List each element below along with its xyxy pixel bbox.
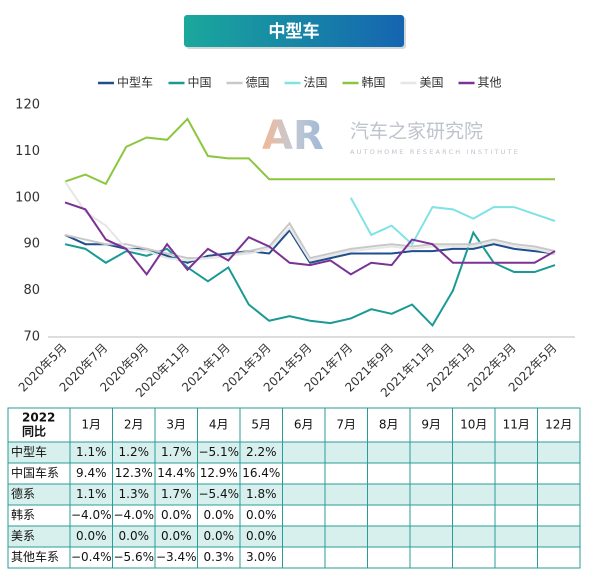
column-header: 4月 bbox=[209, 418, 229, 432]
table-cell: −5.6% bbox=[113, 550, 154, 564]
table-cell: 1.1% bbox=[76, 487, 107, 501]
table-cell: 1.7% bbox=[161, 445, 192, 459]
table-cell: 2.2% bbox=[246, 445, 277, 459]
table-cell: −4.0% bbox=[71, 508, 112, 522]
column-header: 7月 bbox=[336, 418, 356, 432]
table-cell: −5.4% bbox=[198, 487, 239, 501]
table-cell: 0.0% bbox=[246, 508, 277, 522]
corner-label: 2022 bbox=[22, 411, 55, 425]
watermark-subtitle: AUTOHOME RESEARCH INSTITUTE bbox=[350, 148, 520, 156]
legend-label: 其他 bbox=[478, 76, 502, 90]
title-banner bbox=[184, 15, 404, 47]
table-cell: 14.4% bbox=[157, 466, 195, 480]
row-label: 中型车 bbox=[11, 444, 47, 459]
column-header: 5月 bbox=[251, 418, 271, 432]
watermark-name: 汽车之家研究院 bbox=[350, 121, 483, 143]
series-line bbox=[64, 221, 556, 260]
row-label: 其他车系 bbox=[11, 549, 59, 564]
table-cell: 0.0% bbox=[246, 529, 277, 543]
chart-title: 中型车 bbox=[269, 21, 320, 42]
table-cell: 1.3% bbox=[119, 487, 150, 501]
legend-label: 法国 bbox=[304, 76, 328, 90]
table-cell: −0.4% bbox=[71, 550, 112, 564]
series-line bbox=[349, 197, 556, 246]
table-cell: 9.4% bbox=[76, 466, 107, 480]
table-cell: 0.0% bbox=[161, 529, 192, 543]
row-label: 韩系 bbox=[11, 507, 35, 522]
column-header: 3月 bbox=[166, 418, 186, 432]
table-cell: −4.0% bbox=[113, 508, 154, 522]
y-tick-label: 70 bbox=[23, 330, 40, 345]
table-cell: 0.3% bbox=[204, 550, 235, 564]
row-label: 德系 bbox=[11, 486, 35, 501]
table-cell: 0.0% bbox=[161, 508, 192, 522]
watermark: AR 汽车之家研究院 AUTOHOME RESEARCH INSTITUTE bbox=[262, 113, 520, 159]
legend-label: 德国 bbox=[246, 75, 270, 90]
table-row bbox=[7, 546, 581, 569]
table-cell: 0.0% bbox=[204, 508, 235, 522]
table-cell: 1.7% bbox=[161, 487, 192, 501]
column-header: 2月 bbox=[124, 418, 144, 432]
y-tick-label: 120 bbox=[15, 98, 40, 113]
series-line bbox=[64, 180, 556, 262]
table-header-bg bbox=[7, 407, 581, 443]
table-cell: −5.1% bbox=[198, 445, 239, 459]
table-cell: 12.3% bbox=[115, 466, 153, 480]
column-header: 10月 bbox=[460, 418, 487, 432]
column-header: 6月 bbox=[294, 418, 314, 432]
series-line bbox=[64, 201, 556, 277]
table-cell: 16.4% bbox=[242, 466, 280, 480]
column-header: 1月 bbox=[81, 418, 101, 432]
legend-label: 美国 bbox=[420, 76, 444, 90]
column-header: 8月 bbox=[379, 418, 399, 432]
y-tick-label: 80 bbox=[23, 283, 40, 298]
table-cell: 1.2% bbox=[119, 445, 150, 459]
table-cell: 1.1% bbox=[76, 445, 107, 459]
table-cell: 0.0% bbox=[76, 529, 107, 543]
corner-label: 同比 bbox=[22, 424, 46, 439]
y-tick-label: 110 bbox=[15, 144, 40, 159]
table-cell: −3.4% bbox=[156, 550, 197, 564]
legend-label: 中国 bbox=[188, 75, 212, 90]
column-header: 9月 bbox=[421, 418, 441, 432]
table-cell: 12.9% bbox=[200, 466, 238, 480]
legend-label: 中型车 bbox=[117, 75, 153, 90]
row-label: 美系 bbox=[11, 529, 35, 543]
table-cell: 1.8% bbox=[246, 487, 277, 501]
table-cell: 3.0% bbox=[246, 550, 277, 564]
y-tick-label: 100 bbox=[15, 190, 40, 205]
table-cell: 0.0% bbox=[204, 529, 235, 543]
legend-label: 韩国 bbox=[362, 75, 386, 90]
series-line bbox=[64, 230, 556, 328]
row-label: 中国车系 bbox=[11, 465, 59, 480]
table-cell: 0.0% bbox=[119, 529, 150, 543]
watermark-logo: AR bbox=[262, 113, 324, 159]
series-line bbox=[64, 117, 555, 186]
column-header: 12月 bbox=[545, 418, 572, 432]
y-tick-label: 90 bbox=[23, 237, 40, 252]
column-header: 11月 bbox=[503, 418, 530, 432]
